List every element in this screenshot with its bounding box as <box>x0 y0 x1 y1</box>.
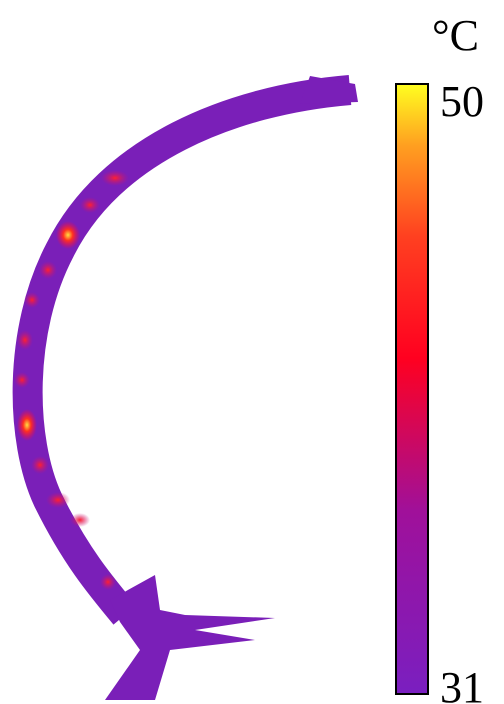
thermal-image: °C 50 31 <box>0 0 504 704</box>
colorbar-unit: °C <box>432 11 479 60</box>
colorbar-min: 31 <box>440 663 484 704</box>
specimen <box>14 76 358 700</box>
colorbar-max: 50 <box>440 77 484 126</box>
colorbar <box>396 84 428 694</box>
